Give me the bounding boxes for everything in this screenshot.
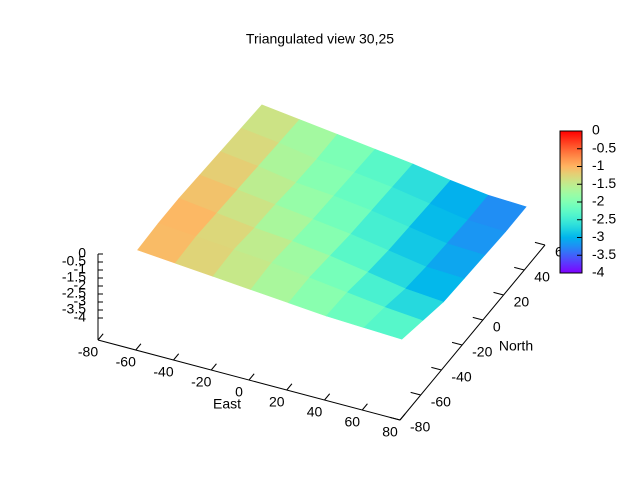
x-tick-label: -60 <box>116 354 136 370</box>
x-tick-label: 20 <box>269 394 285 410</box>
x-tick-label: 0 <box>235 384 243 400</box>
x-tick-label: -80 <box>78 344 98 360</box>
x-axis-label: East <box>213 396 241 412</box>
x-tick <box>286 383 293 391</box>
y-tick <box>410 391 421 396</box>
y-tick-label: -80 <box>410 419 430 435</box>
surface <box>137 104 527 340</box>
z-tick-label: 0 <box>78 245 86 261</box>
y-axis-label: North <box>499 338 533 354</box>
z-tick-label: -2.5 <box>62 285 86 301</box>
x-tick-label: 80 <box>382 424 398 440</box>
y-tick <box>493 291 504 296</box>
x-tick <box>210 363 217 371</box>
x-tick-label: -40 <box>153 364 173 380</box>
colorbar-tick-label: -4 <box>592 264 605 280</box>
x-tick-label: -20 <box>191 374 211 390</box>
y-tick-label: -20 <box>472 344 492 360</box>
y-tick <box>472 316 483 321</box>
z-tick-label: -3.5 <box>62 301 86 317</box>
z-tick-label: -3 <box>74 293 87 309</box>
x-tick <box>361 403 368 411</box>
y-tick <box>451 341 463 346</box>
y-tick <box>431 366 442 371</box>
surface-cell <box>363 307 424 340</box>
y-tick-label: 40 <box>534 269 550 285</box>
colorbar-tick-label: -1.5 <box>592 175 616 191</box>
z-tick-label: -1.5 <box>62 269 86 285</box>
y-tick <box>389 416 401 421</box>
colorbar-tick-label: -3.5 <box>592 246 616 262</box>
x-tick <box>135 343 142 351</box>
y-tick <box>514 266 525 271</box>
z-tick-label: -2 <box>74 277 87 293</box>
colorbar-tick-label: -0.5 <box>592 139 616 155</box>
z-tick-label: -0.5 <box>62 253 86 269</box>
x-tick-label: 60 <box>344 414 360 430</box>
y-tick-label: -40 <box>451 369 471 385</box>
x-tick <box>248 373 255 381</box>
x-tick <box>324 393 331 401</box>
colorbar-tick-label: 0 <box>592 122 600 138</box>
y-tick <box>534 241 546 246</box>
colorbar-tick-label: -2.5 <box>592 210 616 226</box>
x-tick <box>399 413 406 421</box>
chart-title: Triangulated view 30,25 <box>246 31 394 47</box>
z-tick-label: -1 <box>74 261 87 277</box>
y-axis <box>399 244 546 421</box>
colorbar-tick-label: -3 <box>592 228 605 244</box>
y-tick-label: -60 <box>431 394 451 410</box>
z-tick-label: -4 <box>74 309 87 325</box>
y-tick-label: 0 <box>493 319 501 335</box>
colorbar-tick-label: -1 <box>592 157 605 173</box>
x-tick-label: 40 <box>307 404 323 420</box>
x-tick <box>97 333 104 341</box>
x-tick <box>173 353 180 361</box>
colorbar-tick-label: -2 <box>592 193 605 209</box>
y-tick-label: 20 <box>514 294 530 310</box>
